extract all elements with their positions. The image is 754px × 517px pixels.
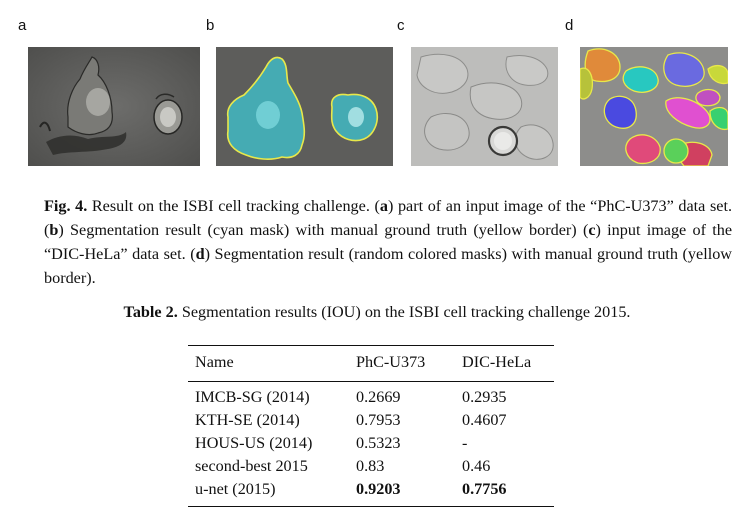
dic-hela-segmentation-image — [580, 47, 728, 166]
row-dic-value: 0.4607 — [462, 411, 507, 429]
header-name: Name — [195, 353, 234, 371]
table-bottom-rule — [188, 506, 554, 508]
panel-letter-b: b — [206, 17, 215, 34]
row-phc-value: 0.7953 — [356, 411, 401, 429]
panel-letter-a: a — [18, 17, 27, 34]
table-top-rule — [188, 345, 554, 347]
table-header-rule — [188, 381, 554, 382]
row-dic-value: 0.46 — [462, 457, 491, 475]
row-name: u-net (2015) — [195, 480, 276, 498]
figure-label: Fig. 4. — [44, 197, 88, 215]
table-caption: Table 2. Segmentation results (IOU) on t… — [123, 303, 631, 321]
table-label: Table 2. — [123, 303, 178, 321]
row-phc-value: 0.5323 — [356, 434, 401, 452]
dic-hela-input-image — [411, 47, 558, 166]
row-phc-value: 0.2669 — [356, 388, 401, 406]
figure-caption: Fig. 4. Result on the ISBI cell tracking… — [44, 197, 732, 287]
row-phc-value: 0.83 — [356, 457, 385, 475]
row-dic-value-best: 0.7756 — [462, 480, 507, 498]
phc-u373-input-image — [28, 47, 200, 166]
row-name: KTH-SE (2014) — [195, 411, 300, 429]
panel-letter-d: d — [565, 17, 574, 34]
row-dic-value: 0.2935 — [462, 388, 507, 406]
row-name: second-best 2015 — [195, 457, 308, 475]
row-dic-value: - — [462, 434, 468, 452]
row-phc-value-best: 0.9203 — [356, 480, 401, 498]
panel-letter-c: c — [397, 17, 405, 34]
row-name: HOUS-US (2014) — [195, 434, 313, 452]
header-phc-u373: PhC-U373 — [356, 353, 426, 371]
phc-u373-segmentation-image — [216, 47, 393, 166]
header-dic-hela: DIC-HeLa — [462, 353, 532, 371]
row-name: IMCB-SG (2014) — [195, 388, 310, 406]
